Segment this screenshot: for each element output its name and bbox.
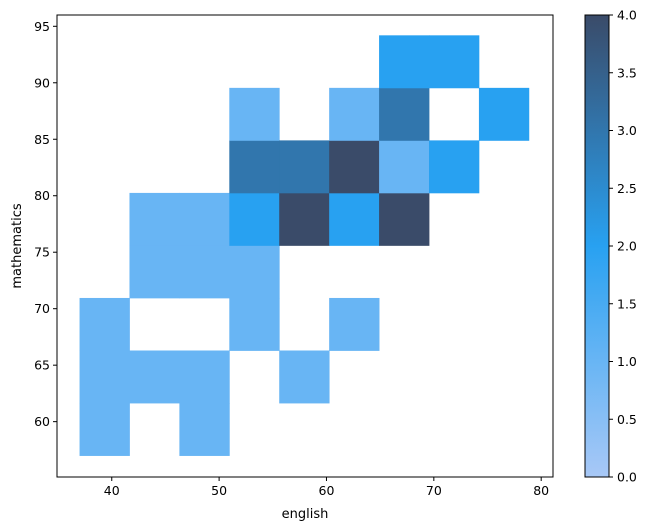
- heatmap-cell: [429, 35, 480, 89]
- colorbar-tick-label: 0.0: [617, 470, 637, 485]
- heatmap-cell: [279, 140, 330, 194]
- y-tick-label: 85: [34, 132, 50, 147]
- colorbar-tick-label: 3.0: [617, 123, 637, 138]
- x-tick-label: 80: [533, 483, 549, 498]
- heatmap-cell: [129, 192, 180, 246]
- x-axis: 40 50 60 70 80: [104, 477, 549, 498]
- heatmap-cell: [179, 403, 230, 456]
- heatmap-cell: [279, 350, 330, 404]
- y-tick-label: 70: [34, 301, 50, 316]
- heatmap-cell: [379, 35, 430, 89]
- colorbar-tick-label: 4.0: [617, 8, 637, 23]
- x-tick-label: 40: [104, 483, 120, 498]
- colorbar-tick-label: 1.0: [617, 354, 637, 369]
- heatmap-cell: [329, 192, 380, 246]
- plot-frame: [56, 14, 554, 478]
- x-tick-label: 60: [319, 483, 335, 498]
- heatmap-cell: [179, 350, 230, 404]
- heatmap-cell: [229, 192, 280, 246]
- y-tick-label: 65: [34, 358, 50, 373]
- heatmap-cell: [229, 297, 280, 351]
- x-axis-label: english: [282, 507, 329, 522]
- colorbar: [584, 14, 610, 478]
- colorbar-axis: 0.0 0.5 1.0 1.5 2.0 2.5 3.0 3.5 4.0: [609, 8, 637, 485]
- y-tick-label: 90: [34, 75, 50, 90]
- heatmap-cell: [179, 245, 230, 299]
- heatmap-cell: [129, 245, 180, 299]
- colorbar-tick-label: 0.5: [617, 412, 637, 427]
- colorbar-tick-label: 3.5: [617, 65, 637, 80]
- colorbar-tick-label: 2.5: [617, 181, 637, 196]
- heatmap-cells: [79, 35, 530, 456]
- heatmap-cell: [279, 192, 330, 246]
- x-tick-label: 70: [426, 483, 442, 498]
- heatmap-cell: [429, 140, 480, 194]
- heatmap-cell: [79, 297, 130, 351]
- heatmap-cell: [379, 192, 430, 246]
- heatmap-cell: [379, 87, 430, 141]
- y-axis: 60 65 70 75 80 85 90 95: [34, 19, 57, 429]
- y-tick-label: 75: [34, 245, 50, 260]
- heatmap-cell: [179, 192, 230, 246]
- y-tick-label: 80: [34, 188, 50, 203]
- heatmap-cell: [478, 87, 530, 141]
- heatmap-cell: [229, 87, 280, 141]
- y-tick-label: 95: [34, 19, 50, 34]
- heatmap-cell: [129, 350, 180, 404]
- heatmap-cell: [229, 245, 280, 299]
- heatmap-cell: [229, 140, 280, 194]
- heatmap-cell: [79, 403, 130, 456]
- y-axis-label: mathematics: [10, 203, 25, 288]
- y-tick-label: 60: [34, 414, 50, 429]
- heatmap-cell: [79, 350, 130, 404]
- heatmap-cell: [329, 87, 380, 141]
- heatmap-cell: [329, 297, 380, 351]
- colorbar-tick-label: 2.0: [617, 239, 637, 254]
- x-tick-label: 50: [211, 483, 227, 498]
- heatmap-cell: [329, 140, 380, 194]
- heatmap-cell: [379, 140, 430, 194]
- colorbar-tick-label: 1.5: [617, 296, 637, 311]
